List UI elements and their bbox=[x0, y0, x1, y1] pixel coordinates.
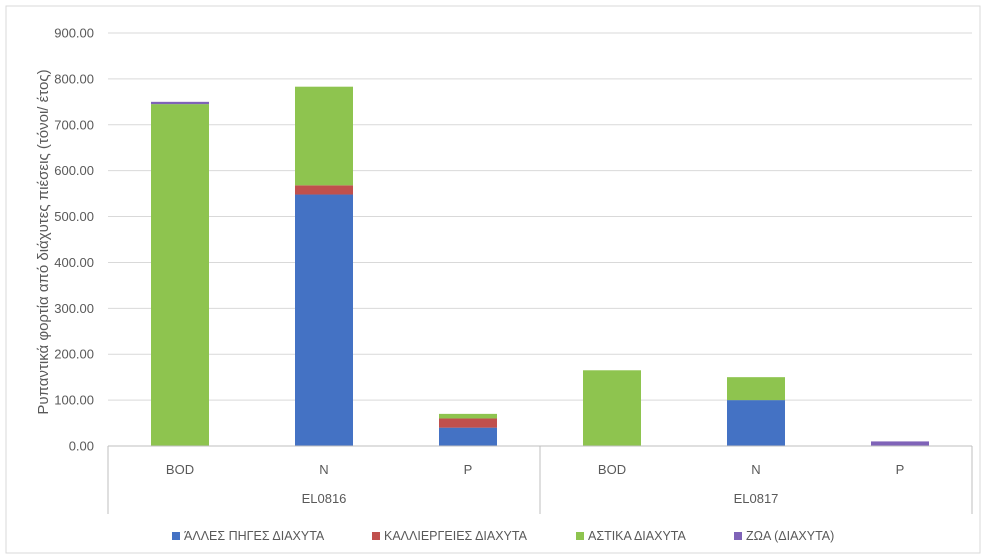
x-group-label: EL0817 bbox=[734, 491, 779, 506]
x-category-label: BOD bbox=[166, 462, 194, 477]
y-tick-label: 900.00 bbox=[54, 26, 94, 41]
x-category-label: P bbox=[896, 462, 905, 477]
y-tick-label: 300.00 bbox=[54, 301, 94, 316]
legend-swatch bbox=[734, 532, 742, 540]
bar-segment bbox=[439, 427, 497, 446]
y-tick-label: 0.00 bbox=[69, 439, 94, 454]
bars bbox=[151, 86, 929, 446]
legend-label: ΑΣΤΙΚΑ ΔΙΑΧΥΤΑ bbox=[588, 529, 686, 543]
legend-swatch bbox=[372, 532, 380, 540]
y-tick-label: 600.00 bbox=[54, 163, 94, 178]
legend: ΆΛΛΕΣ ΠΗΓΕΣ ΔΙΑΧΥΤΑ ΚΑΛΛΙΕΡΓΕΙΕΣ ΔΙΑΧΥΤΑ Α… bbox=[172, 529, 834, 543]
x-group-label: EL0816 bbox=[302, 491, 347, 506]
bar-segment bbox=[295, 86, 353, 186]
bar-segment bbox=[583, 370, 641, 446]
y-tick-label: 700.00 bbox=[54, 117, 94, 132]
x-category-label: BOD bbox=[598, 462, 626, 477]
x-category-label: N bbox=[751, 462, 760, 477]
bar-segment bbox=[871, 441, 929, 446]
y-axis-label: Ρυπαντικά φορτία από διάχυτες πιέσεις (τ… bbox=[35, 69, 52, 414]
bar-segment bbox=[151, 104, 209, 446]
legend-label: ΖΩΑ (ΔΙΑΧΥΤΑ) bbox=[746, 529, 834, 543]
bar-segment bbox=[295, 185, 353, 195]
bar-segment bbox=[439, 413, 497, 419]
bar-segment bbox=[439, 418, 497, 428]
y-tick-label: 500.00 bbox=[54, 209, 94, 224]
x-axis: BOD N P BOD N P EL0816 EL0817 bbox=[107, 445, 973, 514]
bar-segment bbox=[151, 101, 209, 105]
legend-swatch bbox=[576, 532, 584, 540]
legend-label: ΚΑΛΛΙΕΡΓΕΙΕΣ ΔΙΑΧΥΤΑ bbox=[384, 529, 528, 543]
x-category-label: N bbox=[319, 462, 328, 477]
y-tick-label: 200.00 bbox=[54, 347, 94, 362]
y-tick-label: 800.00 bbox=[54, 71, 94, 86]
y-tick-label: 400.00 bbox=[54, 255, 94, 270]
y-tick-label: 100.00 bbox=[54, 393, 94, 408]
bar-segment bbox=[727, 377, 785, 401]
x-category-label: P bbox=[464, 462, 473, 477]
legend-label: ΆΛΛΕΣ ΠΗΓΕΣ ΔΙΑΧΥΤΑ bbox=[184, 529, 325, 543]
y-axis-ticks: 0.00 100.00 200.00 300.00 400.00 500.00 600.00… bbox=[54, 26, 94, 454]
bar-segment bbox=[727, 400, 785, 446]
legend-swatch bbox=[172, 532, 180, 540]
bar-segment bbox=[295, 194, 353, 446]
